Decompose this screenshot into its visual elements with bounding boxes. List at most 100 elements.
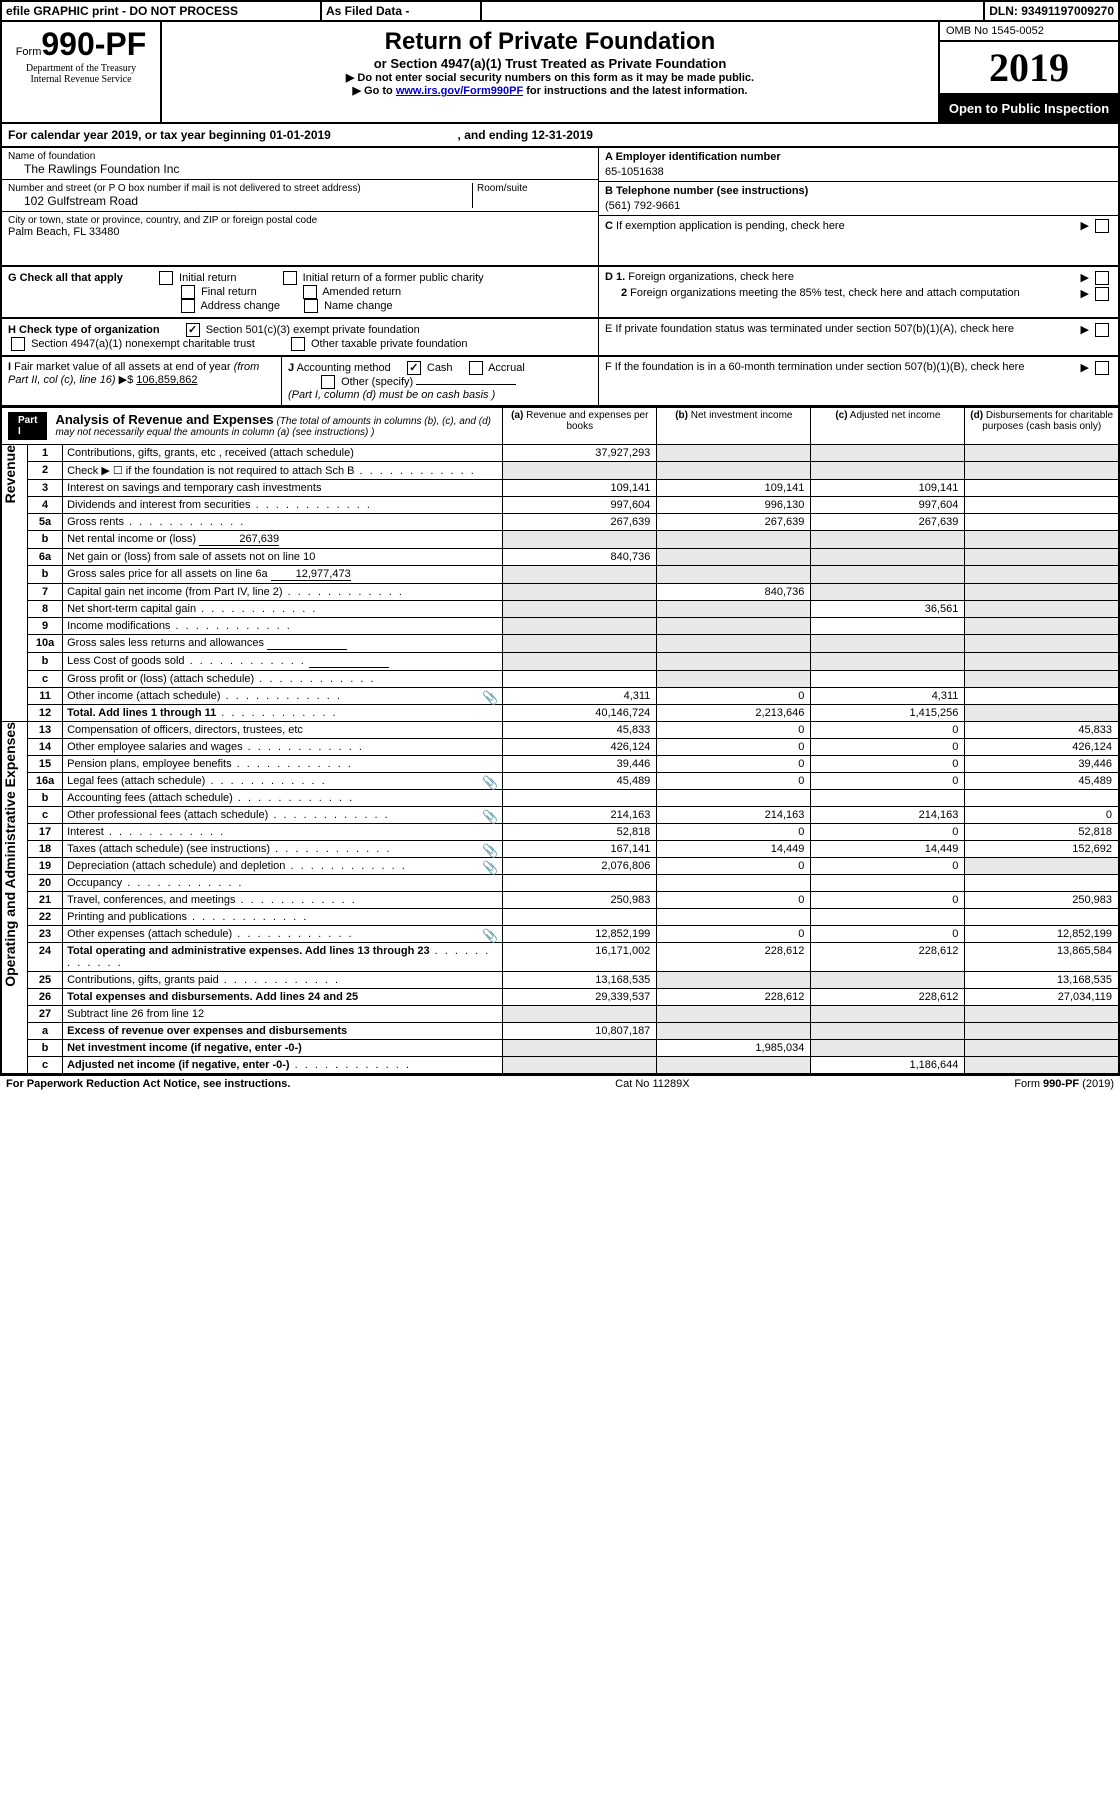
- cell-c: 228,612: [811, 943, 965, 972]
- cell-c: 997,604: [811, 497, 965, 514]
- line-desc: Taxes (attach schedule) (see instruction…: [63, 841, 503, 858]
- cell-c: [811, 462, 965, 480]
- cell-a: 840,736: [503, 549, 657, 566]
- chk-amended[interactable]: [303, 285, 317, 299]
- line-desc: Contributions, gifts, grants paid: [63, 972, 503, 989]
- cell-d: [965, 462, 1119, 480]
- attachment-icon[interactable]: 📎: [482, 860, 498, 876]
- cell-c: [811, 1023, 965, 1040]
- cell-a: 45,833: [503, 722, 657, 739]
- cell-a: [503, 909, 657, 926]
- cell-a: [503, 462, 657, 480]
- cell-d: [965, 635, 1119, 653]
- attachment-icon[interactable]: 📎: [482, 690, 498, 706]
- checkbox-c[interactable]: [1095, 219, 1109, 233]
- cell-b: 0: [657, 892, 811, 909]
- line-number: b: [27, 653, 62, 671]
- cell-b: 0: [657, 756, 811, 773]
- cell-c: 0: [811, 858, 965, 875]
- cell-b: [657, 618, 811, 635]
- cell-b: [657, 1057, 811, 1075]
- cell-a: 29,339,537: [503, 989, 657, 1006]
- line-number: b: [27, 566, 62, 584]
- chk-e[interactable]: [1095, 323, 1109, 337]
- cell-d: 0: [965, 807, 1119, 824]
- cell-a: 13,168,535: [503, 972, 657, 989]
- chk-d2[interactable]: [1095, 287, 1109, 301]
- chk-501c3[interactable]: [186, 323, 200, 337]
- chk-cash[interactable]: [407, 361, 421, 375]
- line-number: c: [27, 1057, 62, 1075]
- cell-a: 52,818: [503, 824, 657, 841]
- line-desc: Income modifications: [63, 618, 503, 635]
- chk-final[interactable]: [181, 285, 195, 299]
- line-desc: Total. Add lines 1 through 11: [63, 705, 503, 722]
- cell-d: [965, 549, 1119, 566]
- cell-a: [503, 671, 657, 688]
- cell-a: 4,311: [503, 688, 657, 705]
- city-state-zip: Palm Beach, FL 33480: [8, 226, 592, 238]
- attachment-icon[interactable]: 📎: [482, 809, 498, 825]
- chk-initial-former[interactable]: [283, 271, 297, 285]
- cell-c: [811, 790, 965, 807]
- chk-address[interactable]: [181, 299, 195, 313]
- line-number: 23: [27, 926, 62, 943]
- cell-c: [811, 1040, 965, 1057]
- cell-d: 426,124: [965, 739, 1119, 756]
- cell-a: [503, 531, 657, 549]
- chk-name[interactable]: [304, 299, 318, 313]
- note-goto: ▶ Go to www.irs.gov/Form990PF for instru…: [168, 84, 932, 97]
- cell-d: [965, 1040, 1119, 1057]
- operating-and-administrative-expenses-label: Operating and Administrative Expenses: [2, 722, 18, 987]
- c-label: If exemption application is pending, che…: [616, 220, 845, 232]
- e-label: E If private foundation status was termi…: [605, 323, 1080, 351]
- cell-d: 12,852,199: [965, 926, 1119, 943]
- attachment-icon[interactable]: 📎: [482, 775, 498, 791]
- cell-c: 0: [811, 926, 965, 943]
- line-number: 7: [27, 584, 62, 601]
- cell-d: [965, 566, 1119, 584]
- dln: DLN: 93491197009270: [985, 2, 1118, 20]
- attachment-icon[interactable]: 📎: [482, 928, 498, 944]
- street-address: 102 Gulfstream Road: [24, 194, 472, 208]
- cell-d: [965, 480, 1119, 497]
- line-desc: Dividends and interest from securities: [63, 497, 503, 514]
- line-number: b: [27, 790, 62, 807]
- line-number: 9: [27, 618, 62, 635]
- cell-d: [965, 1023, 1119, 1040]
- line-desc: Check ▶ ☐ if the foundation is not requi…: [63, 462, 503, 480]
- line-number: 26: [27, 989, 62, 1006]
- line-number: 8: [27, 601, 62, 618]
- cell-c: 0: [811, 824, 965, 841]
- chk-accrual[interactable]: [469, 361, 483, 375]
- chk-initial[interactable]: [159, 271, 173, 285]
- foundation-name: The Rawlings Foundation Inc: [24, 162, 592, 176]
- line-number: 11: [27, 688, 62, 705]
- footer-left: For Paperwork Reduction Act Notice, see …: [6, 1078, 290, 1090]
- cell-c: 267,639: [811, 514, 965, 531]
- cell-a: 214,163: [503, 807, 657, 824]
- cell-b: [657, 972, 811, 989]
- chk-4947[interactable]: [11, 337, 25, 351]
- cell-c: [811, 531, 965, 549]
- form-title: Return of Private Foundation: [168, 28, 932, 56]
- cell-a: [503, 635, 657, 653]
- cell-b: 2,213,646: [657, 705, 811, 722]
- part1-title: Analysis of Revenue and Expenses: [55, 412, 273, 427]
- chk-other-tax[interactable]: [291, 337, 305, 351]
- cell-c: [811, 618, 965, 635]
- chk-f[interactable]: [1095, 361, 1109, 375]
- cell-b: 0: [657, 688, 811, 705]
- cell-a: 109,141: [503, 480, 657, 497]
- line-number: c: [27, 671, 62, 688]
- chk-other-method[interactable]: [321, 375, 335, 389]
- cell-d: [965, 601, 1119, 618]
- chk-d1[interactable]: [1095, 271, 1109, 285]
- line-number: b: [27, 531, 62, 549]
- line-desc: Net short-term capital gain: [63, 601, 503, 618]
- line-number: 20: [27, 875, 62, 892]
- cell-c: 1,415,256: [811, 705, 965, 722]
- line-desc: Subtract line 26 from line 12: [63, 1006, 503, 1023]
- telephone: (561) 792-9661: [605, 200, 1112, 212]
- irs-link[interactable]: www.irs.gov/Form990PF: [396, 85, 523, 97]
